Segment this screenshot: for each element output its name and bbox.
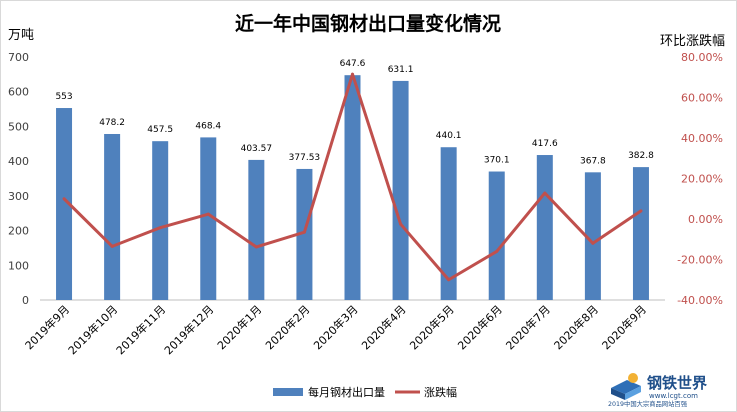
brand-watermark-logo: 钢铁世界 www.lcgt.com 2019中国大宗商品网站百强 [608,373,707,408]
right-axis-tick-label: 20.00% [681,173,723,186]
left-axis-tick-label: 100 [8,259,29,272]
left-axis-tick-label: 500 [8,120,29,133]
x-axis-tick-label: 2020年9月 [599,302,649,352]
line-point [62,197,66,201]
right-axis-unit: 环比涨跌幅 [660,33,725,49]
right-axis-tick-label: 80.00% [681,51,723,64]
line-point [158,226,162,230]
x-axis-tick-label: 2019年10月 [65,302,120,357]
bar [440,147,457,300]
bar-data-label: 631.1 [388,65,414,75]
x-axis-tick-label: 2020年3月 [310,302,360,352]
bar-data-label: 417.6 [532,139,558,149]
watermark-brand: 钢铁世界 [647,374,707,392]
line-point [254,245,258,249]
line-point [591,241,595,245]
left-axis-unit: 万吨 [8,28,34,43]
bar-data-label: 553 [55,92,72,102]
bar [56,108,73,300]
x-axis-tick-label: 2020年1月 [214,302,264,352]
x-axis-tick-label: 2020年5月 [407,302,457,352]
left-axis-tick-label: 400 [8,155,29,168]
left-axis-tick-label: 300 [8,190,29,203]
x-axis-tick-label: 2020年4月 [358,302,408,352]
bar [584,172,601,300]
bar-data-label: 468.4 [195,121,221,131]
left-axis-tick-label: 0 [22,294,29,307]
bar [488,171,505,300]
line-point [495,249,499,253]
chart-title: 近一年中国钢材出口量变化情况 [235,12,501,35]
right-axis-tick-label: 40.00% [681,132,723,145]
x-axis-tick-label: 2020年6月 [455,302,505,352]
right-axis-tick-label: -20.00% [677,254,723,267]
legend-label-bar: 每月钢材出口量 [308,385,385,399]
bar-data-label: 367.8 [580,156,606,166]
right-axis-tick-label: -40.00% [677,294,723,307]
line-point [351,72,354,76]
left-axis-tick-label: 600 [8,86,29,99]
x-axis-tick-label: 2019年12月 [161,302,216,357]
x-axis-tick-label: 2020年7月 [503,302,553,352]
bar [152,141,169,300]
right-axis-tick-label: 0.00% [688,213,723,226]
bar-data-label: 377.53 [289,153,321,163]
steel-coil-icon [611,373,641,400]
line-point [110,244,114,248]
bar-data-label: 478.2 [99,118,125,128]
x-axis-tick-label: 2019年9月 [22,302,72,352]
bar-data-label: 440.1 [436,131,462,141]
bar [536,155,553,300]
bar-data-label: 457.5 [147,125,173,135]
legend-swatch-bar [273,388,303,396]
watermark-url: www.lcgt.com [649,392,698,400]
bar [200,137,217,300]
bar [392,80,409,300]
bar [104,133,121,300]
x-axis-tick-label: 2020年8月 [551,302,601,352]
watermark-tagline: 2019中国大宗商品网站百强 [608,399,688,408]
line-point [302,230,306,234]
line-point [206,212,210,216]
bar [344,75,361,301]
bar [632,167,649,300]
right-axis-tick-label: 60.00% [681,92,723,105]
line-point [447,278,451,282]
bar-data-label: 647.6 [340,59,366,69]
bar-data-label: 382.8 [628,151,654,161]
bar-data-label: 370.1 [484,156,510,166]
x-axis-tick-label: 2020年2月 [262,302,312,352]
left-axis-tick-label: 700 [8,51,29,64]
bar [296,168,313,300]
left-axis-tick-label: 200 [8,225,29,238]
line-point [639,209,643,213]
legend-label-line: 涨跌幅 [424,385,457,399]
bar [248,159,265,300]
line-point [399,222,403,226]
x-axis-tick-label: 2019年11月 [113,302,168,357]
line-point [543,191,547,195]
bar-data-label: 403.57 [241,144,273,154]
